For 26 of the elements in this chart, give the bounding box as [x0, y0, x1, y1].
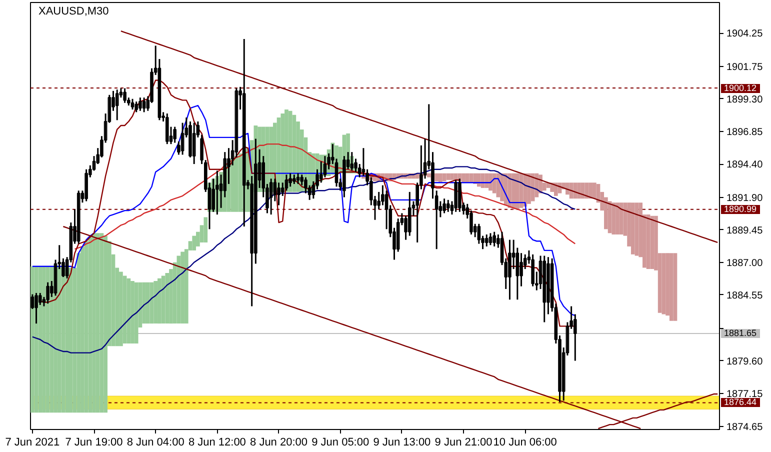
y-tick-label: 1901.75	[726, 62, 764, 73]
y-tick-label: 1894.40	[726, 160, 764, 171]
y-tick-label: 1879.60	[726, 356, 764, 368]
y-tick-label: 1891.90	[726, 192, 764, 204]
y-tick-label: 1887.00	[726, 258, 764, 269]
chart-title: XAUUSD,M30	[38, 6, 109, 18]
y-tick-label: 1904.25	[726, 28, 764, 40]
x-tick-label: 9 Jun 13:00	[373, 436, 431, 448]
x-tick-label: 10 Jun 06:00	[493, 436, 557, 448]
y-tick-label: 1884.55	[726, 290, 764, 302]
x-tick-label: 7 Jun 2021	[5, 436, 60, 448]
x-tick-label: 8 Jun 20:00	[250, 436, 308, 448]
x-tick-label: 8 Jun 04:00	[126, 436, 184, 448]
ref-line-label: 1900.12	[721, 82, 760, 92]
y-tick-label: 1874.65	[726, 422, 764, 434]
ref-line-label: 1890.99	[721, 204, 760, 214]
x-tick-label: 8 Jun 12:00	[188, 436, 246, 448]
y-tick-label: 1877.15	[726, 388, 764, 400]
x-tick-label: 7 Jun 19:00	[65, 436, 123, 448]
y-tick-label: 1896.85	[726, 126, 764, 138]
y-tick-label: 1899.30	[726, 94, 764, 106]
ref-line-label: 1876.44	[721, 397, 760, 408]
y-tick-label: 1889.45	[726, 225, 764, 236]
x-tick-label: 9 Jun 21:00	[434, 436, 492, 448]
x-tick-label: 9 Jun 05:00	[312, 436, 370, 448]
ref-line-label: 1881.65	[721, 328, 760, 338]
